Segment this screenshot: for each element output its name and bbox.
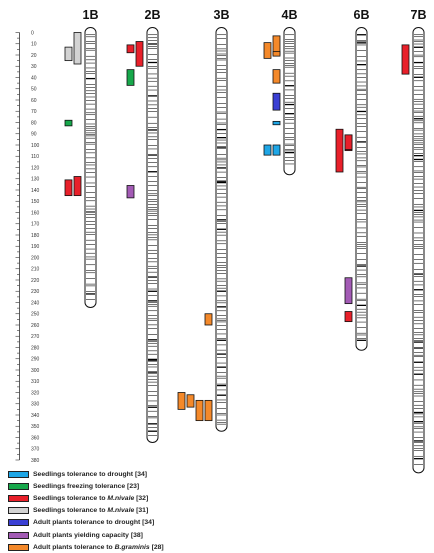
qtl-seedlings-tolerance-m-nivale-32 [135, 41, 144, 67]
qtl-adult-plants-tolerance-b-graminis [272, 69, 281, 84]
scale-tick-label: 300 [31, 368, 40, 374]
legend-swatch [8, 519, 29, 527]
chromosome-label-2b: 2B [145, 8, 161, 22]
qtl-adult-plants-yielding-capacity [126, 185, 135, 199]
scale-tick-label: 30 [31, 64, 37, 70]
scale-tick-label: 270 [31, 334, 40, 340]
qtl-seedlings-tolerance-m-nivale-32 [64, 179, 73, 197]
qtl-seedlings-tolerance-m-nivale-32 [344, 134, 353, 150]
legend-swatch [8, 507, 29, 515]
qtl-adult-plants-tolerance-b-graminis [177, 392, 186, 410]
legend-label: Seedlings tolerance to M.nivale [31] [33, 507, 149, 515]
legend-label: Seedlings tolerance to M.nivale [32] [33, 494, 149, 502]
scale-tick-label: 90 [31, 132, 37, 138]
chromosome-label-1b: 1B [83, 8, 99, 22]
scale-tick-label: 350 [31, 424, 40, 430]
scale-tick-label: 160 [31, 210, 40, 216]
legend-item-adult-bgraminis: Adult plants tolerance to B.graminis [28… [8, 541, 268, 553]
scale-tick-label: 20 [31, 53, 37, 59]
qtl-seedlings-freezing-tolerance [64, 119, 73, 127]
chromosome-label-7b: 7B [411, 8, 427, 22]
qtl-adult-plants-tolerance-b-graminis [272, 51, 281, 57]
legend-swatch [8, 482, 29, 490]
qtl-seedlings-tolerance-m-nivale-31 [64, 46, 73, 62]
legend-label: Seedlings freezing tolerance [23] [33, 482, 140, 490]
legend-label: Adult plants tolerance to B.graminis [28… [33, 543, 164, 551]
legend-swatch [8, 531, 29, 539]
legend-label: Adult plants yielding capacity [38] [33, 531, 143, 539]
scale-tick-label: 340 [31, 413, 40, 419]
legend-swatch [8, 494, 29, 502]
chromosome-4b [283, 27, 296, 176]
qtl-adult-plants-yielding-capacity [344, 277, 353, 305]
legend: Seedlings tolerance to drought [34] Seed… [8, 468, 268, 553]
legend-item-seedlings-mnivale-31: Seedlings tolerance to M.nivale [31] [8, 505, 268, 517]
chromosome-label-6b: 6B [354, 8, 370, 22]
scale-tick-label: 290 [31, 357, 40, 363]
scale-tick-label: 250 [31, 312, 40, 318]
scale-tick-label: 60 [31, 98, 37, 104]
scale-tick-label: 230 [31, 289, 40, 295]
qtl-seedlings-tolerance-m-nivale-32 [126, 44, 135, 54]
scale-tick-label: 170 [31, 222, 40, 228]
qtl-adult-plants-tolerance-b-graminis [204, 399, 213, 422]
qtl-seedlings-tolerance-drought [272, 144, 281, 156]
scale-tick-label: 130 [31, 177, 40, 183]
qtl-seedlings-tolerance-m-nivale-32 [344, 311, 353, 323]
scale-tick-label: 120 [31, 165, 40, 171]
qtl-seedlings-tolerance-m-nivale-32 [335, 128, 344, 173]
scale-tick-label: 140 [31, 188, 40, 194]
scale-tick-label: 150 [31, 199, 40, 205]
legend-label: Seedlings tolerance to drought [34] [33, 470, 148, 478]
qtl-adult-plants-tolerance-b-graminis [263, 42, 272, 59]
scale-tick-label: 260 [31, 323, 40, 329]
scale-tick-label: 70 [31, 109, 37, 115]
qtl-seedlings-tolerance-m-nivale-32 [401, 44, 410, 75]
scale-tick-label: 110 [31, 154, 39, 160]
chromosome-label-3b: 3B [214, 8, 230, 22]
scale-tick-label: 280 [31, 345, 40, 351]
legend-item-adult-yield: Adult plants yielding capacity [38] [8, 529, 268, 541]
scale-tick-label: 370 [31, 447, 40, 453]
scale-tick-label: 380 [31, 458, 40, 464]
qtl-seedlings-freezing-tolerance [126, 69, 135, 86]
legend-item-adult-drought: Adult plants tolerance to drought [34] [8, 517, 268, 529]
scale-tick-label: 10 [31, 42, 37, 48]
scale-tick-label: 360 [31, 435, 40, 441]
qtl-adult-plants-tolerance-b-graminis [204, 313, 213, 326]
scale-tick-label: 100 [31, 143, 40, 149]
legend-label: Adult plants tolerance to drought [34] [33, 519, 155, 527]
scale-tick-label: 80 [31, 120, 37, 126]
scale-tick-label: 200 [31, 255, 40, 261]
qtl-seedlings-tolerance-drought [272, 120, 281, 126]
chromosome-1b [84, 27, 97, 308]
scale-tick-label: 190 [31, 244, 40, 250]
legend-item-seedlings-drought: Seedlings tolerance to drought [34] [8, 468, 268, 480]
qtl-seedlings-tolerance-drought [263, 144, 272, 156]
qtl-adult-plants-tolerance-b-graminis [186, 394, 195, 408]
scale-tick-label: 40 [31, 75, 37, 81]
qtl-adult-plants-tolerance-drought [272, 92, 281, 111]
scale-tick-label: 240 [31, 300, 40, 306]
legend-item-seedlings-freezing: Seedlings freezing tolerance [23] [8, 480, 268, 492]
qtl-seedlings-tolerance-m-nivale-32 [73, 176, 82, 197]
scale-tick-label: 320 [31, 390, 40, 396]
scale-tick-label: 180 [31, 233, 40, 239]
scale-tick-label: 310 [31, 379, 40, 385]
qtl-seedlings-tolerance-m-nivale-31 [73, 32, 82, 65]
scale-tick-label: 330 [31, 402, 40, 408]
scale-tick-label: 210 [31, 267, 40, 273]
legend-swatch [8, 470, 29, 478]
chromosome-label-4b: 4B [282, 8, 298, 22]
qtl-adult-plants-tolerance-b-graminis [195, 399, 204, 422]
scale-tick-label: 220 [31, 278, 40, 284]
legend-item-seedlings-mnivale-32: Seedlings tolerance to M.nivale [32] [8, 492, 268, 504]
scale-tick-label: 0 [31, 30, 34, 36]
scale-tick-label: 50 [31, 87, 37, 93]
